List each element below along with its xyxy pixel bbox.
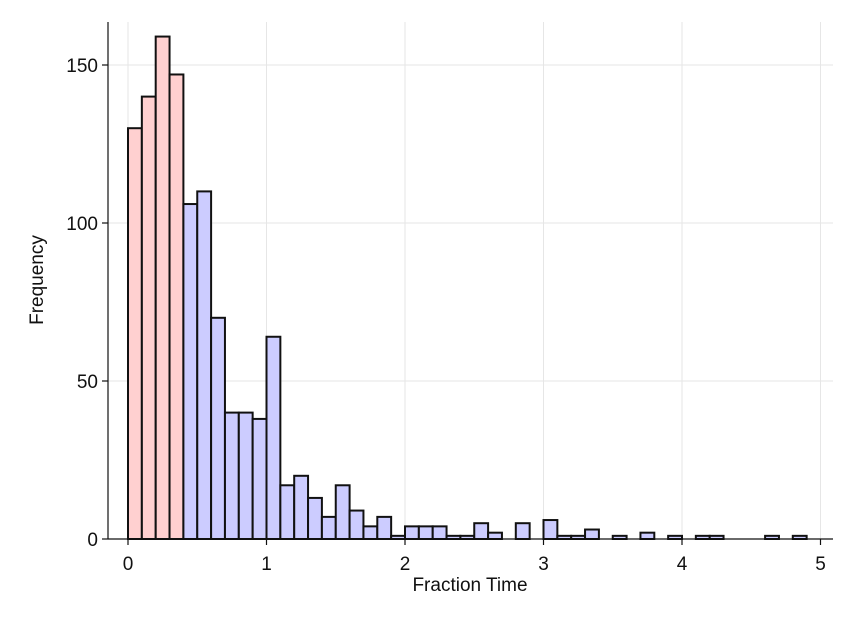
histogram-bar <box>431 525 448 540</box>
y-tick-label: 150 <box>66 56 98 77</box>
histogram-bar <box>210 316 226 540</box>
histogram-bar <box>293 474 310 540</box>
histogram-bar <box>514 522 531 541</box>
histogram-bar <box>237 411 254 541</box>
histogram-bar <box>487 531 503 540</box>
y-tick-label: 100 <box>66 214 98 235</box>
histogram-bar <box>265 335 282 541</box>
x-tick-label: 1 <box>261 554 272 575</box>
histogram-bar <box>404 525 420 540</box>
y-axis-title: Frequency <box>27 235 48 325</box>
x-tick-label: 2 <box>400 554 411 575</box>
histogram-bar-highlight <box>140 95 157 540</box>
histogram-bar <box>639 531 656 540</box>
x-axis-title: Fraction Time <box>412 575 527 596</box>
x-tick-label: 3 <box>538 554 549 575</box>
histogram-bar <box>223 411 240 541</box>
histogram-bar <box>251 417 268 541</box>
histogram-bar <box>307 496 323 541</box>
histogram-bar <box>196 190 213 540</box>
histogram-bar-highlight <box>127 127 143 540</box>
histogram-bar <box>182 203 199 540</box>
histogram-bars <box>127 35 808 541</box>
histogram-bar <box>584 528 600 541</box>
histogram-bar-highlight <box>168 73 185 540</box>
histogram-bar <box>279 484 296 540</box>
axes <box>107 22 833 540</box>
histogram-bar <box>348 509 365 540</box>
histogram-bar <box>473 522 490 541</box>
histogram-bar <box>376 515 393 541</box>
x-tick-label: 5 <box>815 554 826 575</box>
histogram-bar <box>320 515 337 541</box>
histogram-bar <box>334 484 351 540</box>
histogram-bar <box>417 525 434 540</box>
x-tick-label: 4 <box>677 554 688 575</box>
histogram-bar <box>542 519 559 540</box>
y-tick-label: 0 <box>87 530 98 551</box>
histogram-bar-highlight <box>154 35 171 541</box>
histogram-bar <box>362 525 379 540</box>
y-tick-label: 50 <box>77 372 98 393</box>
x-tick-label: 0 <box>123 554 134 575</box>
